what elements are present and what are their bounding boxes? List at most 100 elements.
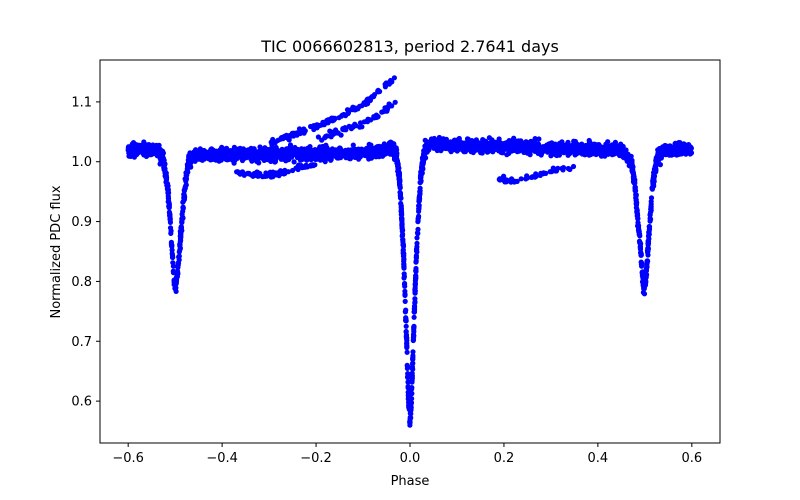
data-point	[646, 226, 653, 233]
data-point	[635, 227, 642, 233]
data-point	[389, 147, 395, 153]
x-tick-label: 0.4	[588, 451, 609, 466]
data-point	[532, 136, 538, 142]
data-point	[413, 246, 420, 252]
data-point	[648, 201, 654, 207]
data-point	[205, 149, 211, 156]
data-point	[404, 335, 410, 341]
data-point	[388, 139, 394, 145]
data-point	[410, 360, 416, 366]
data-point	[269, 151, 275, 157]
data-point	[548, 148, 554, 154]
data-point	[463, 144, 469, 150]
data-point	[181, 187, 187, 193]
data-point	[405, 371, 411, 377]
data-point	[586, 137, 592, 144]
y-tick-label: 0.9	[71, 215, 92, 230]
data-point	[357, 120, 364, 126]
data-point	[567, 166, 573, 172]
data-point	[641, 291, 648, 297]
data-point	[414, 230, 421, 236]
data-point	[342, 125, 348, 131]
data-point	[404, 362, 410, 368]
data-point	[399, 221, 405, 227]
data-point	[257, 144, 263, 150]
data-point	[287, 142, 294, 148]
data-point	[164, 182, 170, 188]
data-point	[411, 324, 417, 330]
data-point	[646, 231, 652, 237]
data-point	[399, 217, 405, 223]
data-point	[638, 252, 644, 258]
data-point	[634, 211, 641, 217]
data-point	[409, 391, 415, 397]
data-point	[244, 148, 250, 154]
data-point	[375, 88, 381, 94]
data-point	[650, 181, 656, 187]
data-point	[411, 314, 417, 320]
data-point	[176, 257, 182, 263]
data-point	[274, 154, 280, 160]
data-point	[342, 113, 349, 119]
data-point	[538, 170, 544, 176]
data-point	[565, 152, 571, 158]
data-point	[183, 172, 190, 178]
data-point	[405, 385, 411, 391]
x-tick-label: −0.2	[300, 451, 332, 466]
data-point	[373, 114, 379, 120]
data-point	[559, 139, 565, 145]
y-tick-label: 0.8	[71, 275, 92, 290]
data-point	[307, 151, 313, 157]
data-point	[413, 253, 419, 259]
data-point	[398, 204, 404, 210]
data-point	[484, 149, 490, 155]
data-point	[150, 149, 156, 155]
data-point	[415, 215, 421, 221]
data-point	[571, 146, 577, 152]
data-point	[159, 151, 165, 157]
data-point	[409, 370, 415, 376]
data-point	[253, 151, 259, 157]
data-point	[418, 168, 425, 174]
data-point	[403, 329, 409, 335]
data-point	[582, 152, 588, 158]
data-point	[366, 117, 372, 123]
data-point	[401, 265, 407, 271]
data-point	[518, 176, 524, 182]
data-point	[246, 170, 252, 176]
data-point	[324, 147, 330, 154]
data-point	[644, 259, 650, 265]
data-point	[383, 150, 389, 156]
data-point	[317, 144, 323, 150]
data-point	[338, 132, 344, 138]
data-point	[183, 182, 189, 188]
data-point	[592, 150, 599, 156]
data-point	[273, 171, 279, 177]
data-point	[682, 143, 688, 149]
data-point	[256, 172, 262, 178]
data-point	[165, 196, 172, 202]
data-point	[285, 169, 291, 175]
data-point	[567, 143, 573, 149]
data-point	[645, 240, 652, 246]
data-point	[320, 119, 326, 125]
data-point	[478, 144, 484, 150]
data-point	[636, 223, 642, 229]
data-point	[323, 155, 329, 161]
data-point	[473, 137, 479, 143]
data-point	[512, 138, 518, 144]
data-point	[211, 153, 217, 159]
data-point	[605, 150, 611, 156]
x-tick-label: −0.4	[206, 451, 238, 466]
data-point	[378, 146, 384, 152]
data-point	[632, 180, 638, 186]
data-point	[168, 241, 174, 247]
data-point	[409, 365, 415, 372]
data-point	[592, 143, 598, 149]
data-point	[369, 150, 375, 156]
data-point	[251, 146, 257, 152]
data-point	[529, 145, 536, 151]
data-point	[317, 155, 323, 161]
data-point	[311, 152, 317, 158]
